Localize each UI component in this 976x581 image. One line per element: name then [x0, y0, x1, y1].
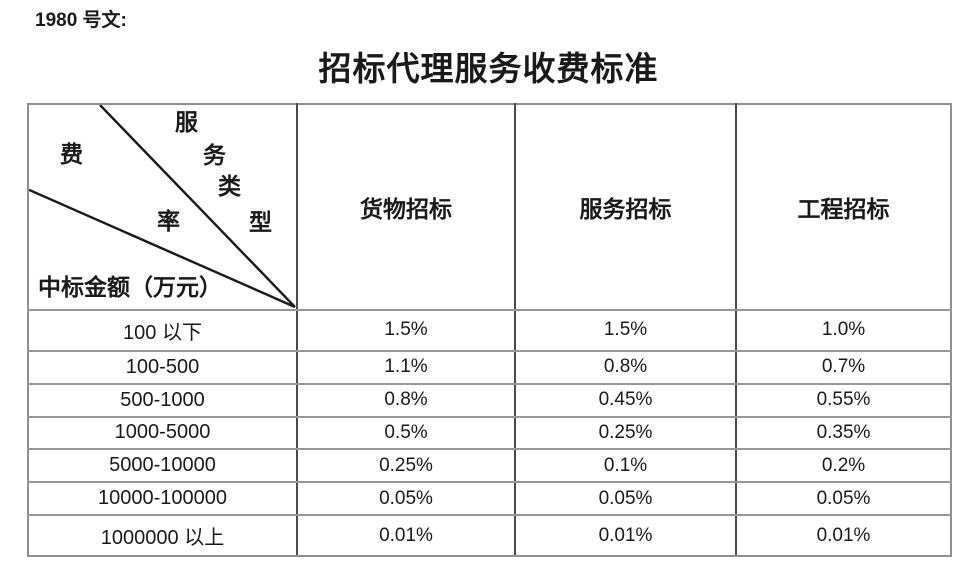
rate-char-2: 率: [157, 209, 180, 234]
table-header-row: 服 务 类 型 费 率 中标金额（万元） 货物招标 服务招标 工程招标: [27, 103, 952, 311]
rate-cell: 0.8%: [296, 382, 516, 418]
rate-cell: 0.7%: [735, 349, 952, 385]
rate-cell: 0.05%: [735, 481, 952, 517]
diagonal-lines: [29, 105, 296, 309]
amount-cell: 1000-5000: [27, 415, 298, 451]
rate-cell: 0.2%: [735, 448, 952, 484]
column-header-engineering: 工程招标: [735, 103, 952, 311]
rate-cell: 0.01%: [296, 514, 516, 557]
rate-cell: 0.25%: [514, 415, 737, 451]
rate-cell: 0.35%: [735, 415, 952, 451]
service-type-char-2: 务: [203, 143, 226, 168]
amount-cell: 100-500: [27, 349, 298, 385]
table-row: 5000-10000 0.25% 0.1% 0.2%: [27, 448, 952, 484]
rate-cell: 0.1%: [514, 448, 737, 484]
diagonal-header-box: 服 务 类 型 费 率 中标金额（万元）: [29, 105, 296, 309]
amount-cell: 10000-100000: [27, 481, 298, 517]
rate-cell: 0.55%: [735, 382, 952, 418]
rate-cell: 0.01%: [514, 514, 737, 557]
table-row: 100-500 1.1% 0.8% 0.7%: [27, 349, 952, 385]
rate-cell: 0.05%: [514, 481, 737, 517]
table-title: 招标代理服务收费标准: [318, 52, 659, 88]
rate-cell: 1.5%: [296, 309, 516, 352]
service-type-char-1: 服: [175, 110, 198, 135]
service-type-char-4: 型: [249, 210, 272, 235]
service-type-char-3: 类: [218, 174, 241, 199]
rate-cell: 0.01%: [735, 514, 952, 557]
rate-cell: 0.45%: [514, 382, 737, 418]
amount-cell: 100 以下: [27, 309, 298, 352]
table-row: 500-1000 0.8% 0.45% 0.55%: [27, 382, 952, 418]
rate-char-1: 费: [60, 142, 83, 167]
rate-cell: 0.5%: [296, 415, 516, 451]
rate-cell: 1.0%: [735, 309, 952, 352]
rate-cell: 1.5%: [514, 309, 737, 352]
table-row: 100 以下 1.5% 1.5% 1.0%: [27, 309, 952, 352]
rate-cell: 0.8%: [514, 349, 737, 385]
rate-cell: 0.25%: [296, 448, 516, 484]
table-row: 1000-5000 0.5% 0.25% 0.35%: [27, 415, 952, 451]
amount-cell: 5000-10000: [27, 448, 298, 484]
amount-cell: 500-1000: [27, 382, 298, 418]
fee-rate-table: 服 务 类 型 费 率 中标金额（万元） 货物招标 服务招标 工程招标 100 …: [27, 103, 952, 557]
amount-axis-label: 中标金额（万元）: [38, 275, 222, 300]
doc-number-label: 1980 号文:: [35, 10, 127, 31]
column-header-goods: 货物招标: [296, 103, 516, 311]
rate-cell: 1.1%: [296, 349, 516, 385]
amount-cell: 1000000 以上: [27, 514, 298, 557]
rate-cell: 0.05%: [296, 481, 516, 517]
corner-header-cell: 服 务 类 型 费 率 中标金额（万元）: [27, 103, 298, 311]
table-row: 1000000 以上 0.01% 0.01% 0.01%: [27, 514, 952, 557]
column-header-services: 服务招标: [514, 103, 737, 311]
table-row: 10000-100000 0.05% 0.05% 0.05%: [27, 481, 952, 517]
